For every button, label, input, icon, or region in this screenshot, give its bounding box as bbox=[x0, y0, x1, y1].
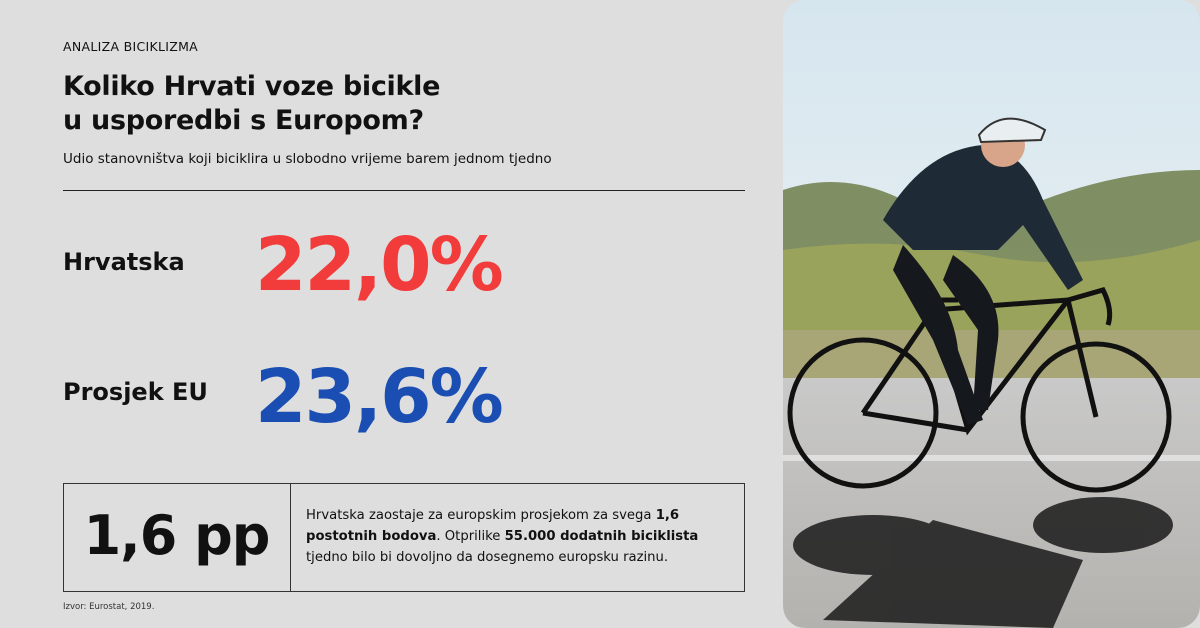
box-divider bbox=[290, 483, 291, 592]
stat-label: Prosjek EU bbox=[63, 378, 208, 406]
stat-value: 22,0% bbox=[255, 222, 504, 308]
title-line: Koliko Hrvati voze bicikle bbox=[63, 71, 441, 102]
stat-value: 23,6% bbox=[255, 354, 504, 440]
title: Koliko Hrvati voze bicikle u usporedbi s… bbox=[63, 70, 440, 138]
summary-box bbox=[63, 483, 745, 592]
difference: 1,6 pp bbox=[83, 504, 271, 567]
summary-text: Hrvatska zaostaje za europskim prosjekom… bbox=[306, 505, 726, 568]
text: tjedno bilo bi dovoljno da dosegnemo eur… bbox=[306, 550, 669, 565]
title-line: u usporedbi s Europom? bbox=[63, 105, 424, 136]
emphasis: 55.000 dodatnih biciklista bbox=[504, 529, 699, 544]
subtitle: Udio stanovništva koji biciklira u slobo… bbox=[63, 151, 552, 167]
source: Izvor: Eurostat, 2019. bbox=[63, 602, 155, 612]
text: . Otprilike bbox=[436, 529, 505, 544]
emphasis: 1,6 postotnih bodova bbox=[306, 508, 680, 544]
stat-label: Hrvatska bbox=[63, 248, 185, 276]
text: Hrvatska zaostaje za europskim prosjekom… bbox=[306, 508, 656, 523]
cyclist-photo bbox=[783, 0, 1200, 628]
divider bbox=[63, 190, 745, 191]
kicker: ANALIZA BICIKLIZMA bbox=[63, 39, 199, 54]
